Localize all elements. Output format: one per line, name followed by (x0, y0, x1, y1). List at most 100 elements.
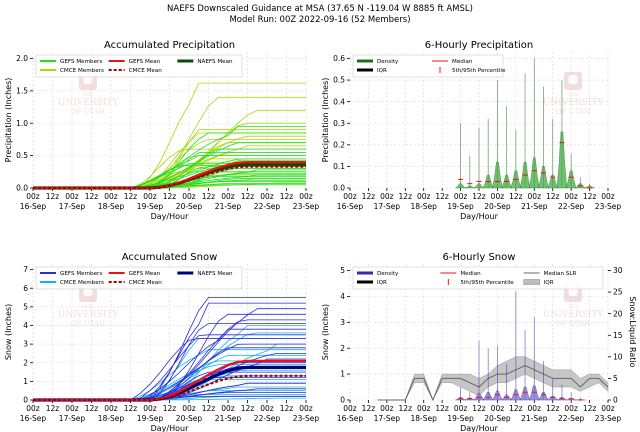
legend-label: Median SLR (544, 271, 577, 277)
y2-tick-label: 20 (613, 309, 623, 318)
y-tick-label: 0.5 (16, 151, 28, 160)
y-tick-label: 0.0 (16, 184, 28, 193)
slr-iqr-band (377, 356, 609, 401)
x-tick-hour-label: 12z (546, 192, 560, 201)
legend-label: GEFS Members (60, 271, 102, 277)
x-tick-hour-label: 12z (472, 192, 486, 201)
x-tick-date-label: 19-Sep (447, 414, 474, 423)
x-tick-hour-label: 12z (46, 192, 60, 201)
logo-text-2: UNIVERSITY (58, 98, 120, 108)
chart-title: 6-Hourly Precipitation (425, 40, 533, 51)
x-tick-hour-label: 12z (85, 404, 99, 413)
x-tick-hour-label: 12z (124, 192, 138, 201)
legend-label: Median (452, 59, 473, 65)
x-tick-date-label: 17-Sep (374, 414, 401, 423)
x-tick-date-label: 21-Sep (215, 414, 242, 423)
x-tick-hour-label: 00z (26, 192, 40, 201)
legend-label: CMCE Mean (129, 280, 163, 286)
density-shape (584, 185, 595, 189)
x-axis-label: Day/Hour (151, 424, 189, 432)
logo-text-1: THE (567, 92, 579, 98)
x-tick-hour-label: 00z (143, 192, 157, 201)
x-tick-date-label: 17-Sep (59, 202, 86, 211)
x-tick-hour-label: 12z (202, 192, 216, 201)
y-tick-label: 7 (23, 265, 28, 274)
logo-text-1: THE (567, 304, 579, 310)
legend-label: NAEFS Mean (197, 59, 233, 65)
x-tick-date-label: 16-Sep (337, 202, 364, 211)
chart-title: Accumulated Snow (122, 252, 218, 263)
cmce-mean-line (33, 165, 306, 190)
x-tick-date-label: 19-Sep (137, 202, 164, 211)
x-tick-hour-label: 12z (241, 192, 255, 201)
x-tick-hour-label: 00z (26, 404, 40, 413)
x-tick-hour-label: 00z (343, 404, 357, 413)
logo-text-1: THE (82, 92, 94, 98)
x-tick-date-label: 23-Sep (293, 202, 320, 211)
logo-text-3: OF UTAH (556, 108, 590, 116)
panel-6-hourly-precipitation: 0.0 0.1 0.2 0.3 0.4 0.5 0.6 00z 12z 00z 12z 00z 12z 0… (321, 40, 621, 221)
legend-swatch (523, 279, 540, 285)
logo-text-2: UNIVERSITY (58, 310, 120, 320)
logo-cutout (568, 75, 578, 84)
y-tick-label: 1 (340, 370, 345, 379)
x-tick-date-label: 22-Sep (254, 202, 281, 211)
x-tick-hour-label: 12z (163, 404, 177, 413)
x-tick-date-label: 20-Sep (176, 202, 203, 211)
x-tick-hour-label: 12z (399, 192, 413, 201)
y-tick-label: 0.2 (333, 140, 345, 149)
logo-text-2: UNIVERSITY (543, 98, 605, 108)
x-tick-hour-label: 00z (491, 404, 505, 413)
x-tick-hour-label: 12z (435, 404, 449, 413)
x-tick-hour-label: 12z (124, 404, 138, 413)
y-tick-label: 0.6 (333, 54, 345, 63)
x-axis-label: Day/Hour (151, 212, 189, 221)
x-tick-hour-label: 00z (221, 192, 235, 201)
panel-accumulated-precipitation: 0.0 0.5 1.0 1.5 2.0 00z 12z 00z 12z 00z 12z 00z 12z 0… (4, 40, 319, 221)
legend-label: IQR (377, 68, 387, 74)
x-tick-date-label: 21-Sep (521, 202, 548, 211)
x-tick-date-label: 20-Sep (176, 414, 203, 423)
y-tick-label: 0 (340, 396, 345, 405)
x-tick-date-label: 21-Sep (521, 414, 548, 423)
x-tick-date-label: 20-Sep (484, 202, 511, 211)
x-tick-date-label: 22-Sep (254, 414, 281, 423)
x-tick-date-label: 23-Sep (595, 414, 622, 423)
x-tick-date-label: 16-Sep (20, 202, 47, 211)
x-tick-hour-label: 00z (221, 404, 235, 413)
x-tick-date-label: 18-Sep (411, 202, 438, 211)
x-tick-date-label: 17-Sep (59, 414, 86, 423)
y-tick-label: 1.5 (16, 86, 28, 95)
y-tick-label: 2 (23, 358, 28, 367)
legend-label: IQR (544, 280, 554, 286)
y-tick-label: 0.4 (333, 97, 345, 106)
cmce-mean-line (33, 374, 306, 402)
x-tick-hour-label: 00z (601, 192, 615, 201)
y-tick-label: 4 (340, 292, 345, 301)
y-tick-label: 0.0 (333, 184, 345, 193)
figure-title: NAEFS Downscaled Guidance at MSA (37.65 … (167, 4, 473, 14)
y-tick-label: 2.0 (16, 54, 28, 63)
x-tick-date-label: 16-Sep (20, 414, 47, 423)
x-tick-hour-label: 00z (528, 192, 542, 201)
y2-tick-label: 30 (613, 266, 623, 275)
logo-text-3: OF UTAH (71, 320, 105, 328)
legend-label: 5th/95th Percentile (460, 280, 514, 286)
chart-title: 6-Hourly Snow (443, 252, 516, 263)
y-tick-label: 4 (23, 321, 28, 330)
x-tick-date-label: 23-Sep (293, 414, 320, 423)
x-tick-date-label: 19-Sep (447, 202, 474, 211)
x-tick-hour-label: 00z (417, 404, 431, 413)
y-tick-label: 0.5 (333, 76, 345, 85)
y-axis-label: Precipitation (Inches) (321, 78, 330, 163)
x-tick-hour-label: 00z (299, 192, 313, 201)
y2-tick-label: 5 (613, 374, 618, 383)
chart-title: Accumulated Precipitation (104, 40, 235, 51)
legend-label: GEFS Members (60, 59, 102, 65)
legend-label: 5th/95th Percentile (452, 68, 506, 74)
x-tick-hour-label: 12z (509, 404, 523, 413)
y-tick-label: 3 (23, 340, 28, 349)
legend-box (352, 266, 604, 290)
